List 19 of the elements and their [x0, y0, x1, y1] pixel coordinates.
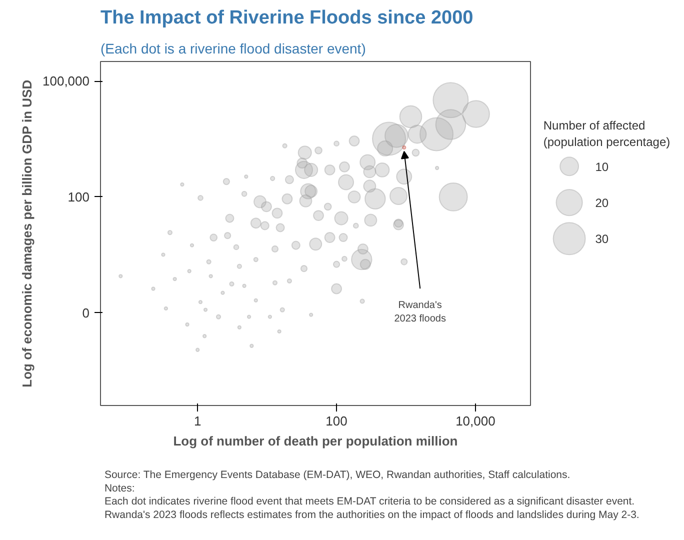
chart-subtitle: (Each dot is a riverine flood disaster event)	[100, 40, 366, 56]
legend-title: Number of affected (population percentage)	[543, 118, 670, 150]
y-axis-title: Log of economic damages per billion GDP in USD	[20, 80, 35, 388]
x-axis-title: Log of number of death per population million	[173, 434, 458, 448]
source-note: Source: The Emergency Events Database (EM-DAT), WEO, Rwandan authorities, Staff calculations.	[104, 469, 570, 481]
text: Notes:	[104, 482, 135, 494]
y-tick-label: 0	[82, 305, 90, 320]
x-tick-label: 100	[326, 414, 348, 428]
chart-title: The Impact of Riverine Floods since 2000	[100, 8, 474, 28]
legend-label: 20	[595, 196, 609, 210]
x-tick-label: 1	[194, 414, 202, 428]
annotation: Rwanda's 2023 floods	[394, 300, 446, 324]
y-tick-label: 100	[68, 189, 90, 204]
legend-label: 10	[595, 160, 609, 174]
y-tick-label: 100,000	[42, 74, 90, 89]
text: Each dot indicates riverine flood event that meets EM-DAT criteria to be considered as a significant disaster event.	[104, 496, 635, 508]
legend-label: 30	[595, 232, 609, 246]
x-tick-label: 10,000	[456, 414, 496, 428]
text: Rwanda's 2023 floods reflects estimates from the authorities on the impact of floods and landslides during May 2-3.	[104, 508, 640, 521]
